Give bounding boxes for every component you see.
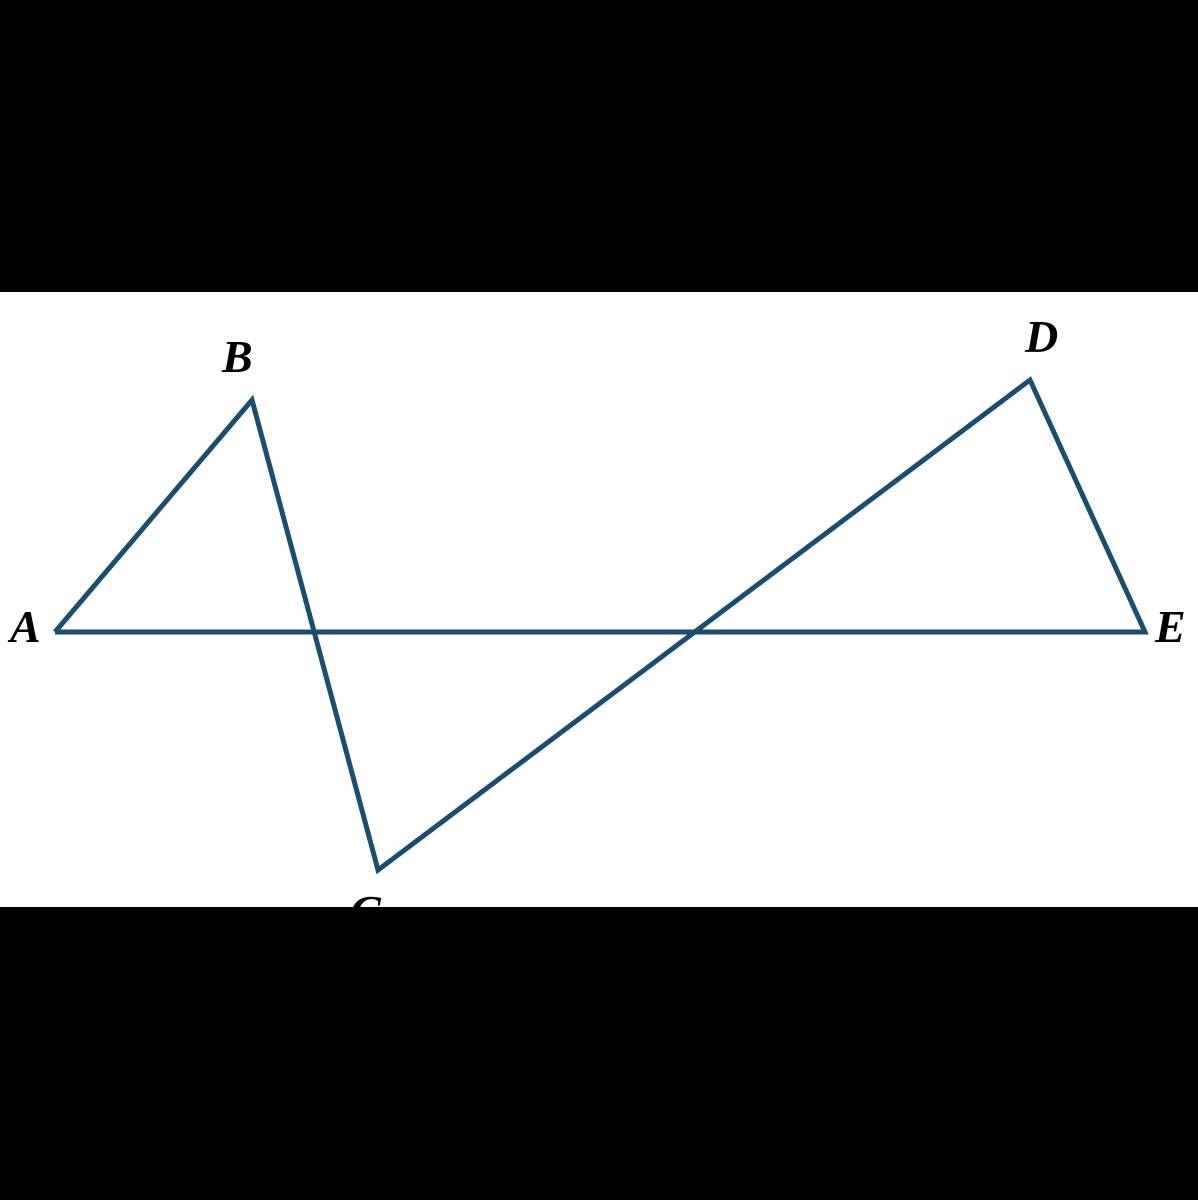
vertex-label-c: C (350, 885, 381, 938)
diagram-canvas (0, 292, 1198, 907)
vertex-label-d: D (1025, 310, 1058, 363)
vertex-label-e: E (1155, 600, 1186, 653)
geometric-figure-svg (0, 292, 1198, 907)
polygon-path (55, 380, 1145, 870)
vertex-label-a: A (10, 600, 41, 653)
vertex-label-b: B (222, 330, 253, 383)
